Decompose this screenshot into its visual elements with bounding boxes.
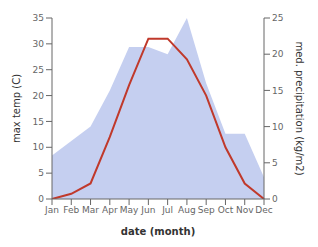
svg-text:30: 30 <box>33 39 45 49</box>
svg-text:max temp (C): max temp (C) <box>11 74 22 143</box>
svg-text:Oct: Oct <box>218 205 234 215</box>
svg-text:15: 15 <box>272 86 283 96</box>
svg-text:0: 0 <box>272 194 278 204</box>
svg-text:Jan: Jan <box>44 205 59 215</box>
svg-text:Feb: Feb <box>63 205 79 215</box>
svg-text:20: 20 <box>272 49 284 59</box>
svg-text:Sep: Sep <box>198 205 215 215</box>
svg-text:Aug: Aug <box>178 205 196 215</box>
svg-text:25: 25 <box>33 65 44 75</box>
svg-text:15: 15 <box>33 117 44 127</box>
svg-text:med. precipitation (kg/m2): med. precipitation (kg/m2) <box>294 41 305 175</box>
svg-text:5: 5 <box>272 158 278 168</box>
svg-text:Jun: Jun <box>140 205 155 215</box>
svg-text:10: 10 <box>272 122 284 132</box>
svg-text:0: 0 <box>38 194 44 204</box>
svg-text:20: 20 <box>33 91 45 101</box>
svg-text:Nov: Nov <box>236 205 254 215</box>
svg-text:date (month): date (month) <box>121 226 195 237</box>
svg-text:10: 10 <box>33 142 45 152</box>
svg-text:Apr: Apr <box>102 205 118 215</box>
svg-text:May: May <box>120 205 139 215</box>
svg-text:35: 35 <box>33 13 44 23</box>
svg-text:25: 25 <box>272 13 283 23</box>
svg-text:Jul: Jul <box>161 205 173 215</box>
svg-text:5: 5 <box>38 168 44 178</box>
svg-text:Mar: Mar <box>82 205 99 215</box>
svg-text:Dec: Dec <box>255 205 272 215</box>
